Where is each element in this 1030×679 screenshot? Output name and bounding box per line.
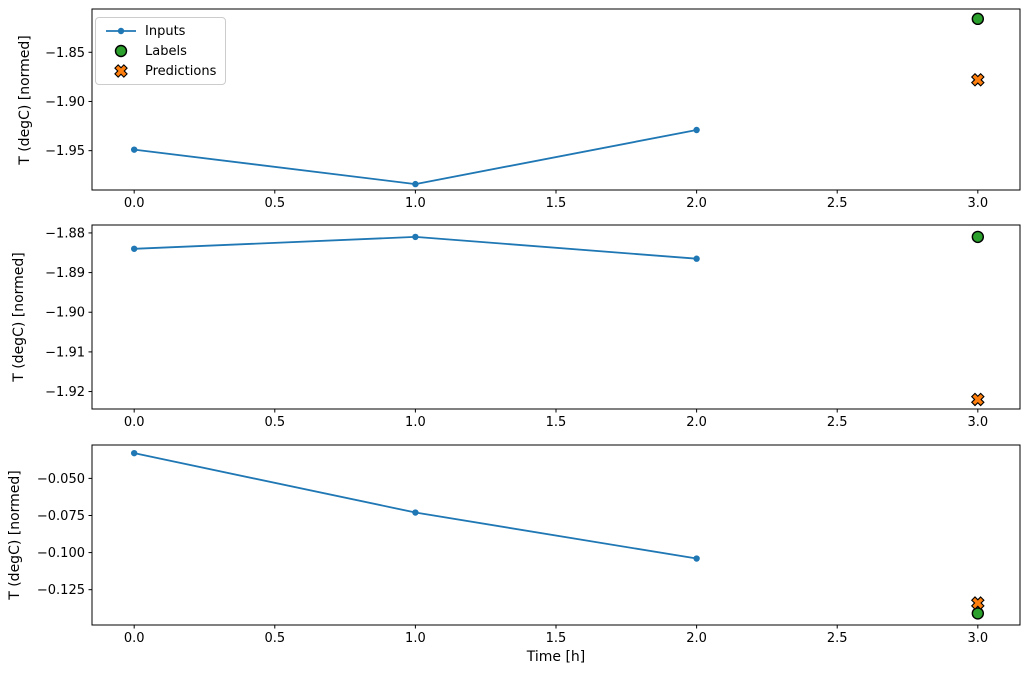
x-tick-label: 3.0	[967, 415, 988, 430]
x-tick-label: 1.0	[405, 631, 426, 646]
y-tick-label: −0.100	[37, 546, 85, 561]
x-tick-label: 1.0	[405, 196, 426, 211]
x-axis-label: Time [h]	[526, 649, 586, 665]
legend-item-inputs: Inputs	[104, 22, 217, 40]
label-point-marker	[971, 607, 985, 620]
y-tick-label: −1.90	[45, 95, 85, 110]
x-tick-label: 2.5	[827, 415, 848, 430]
line-dot-icon	[106, 27, 136, 35]
x-tick-label: 3.0	[967, 196, 988, 211]
y-tick-label: −0.125	[37, 583, 85, 598]
y-axis-label-panel-1: T (degC) [normed]	[17, 35, 33, 165]
inputs-line	[133, 235, 698, 260]
label-point-marker	[971, 12, 985, 26]
x-tick-label: 2.0	[686, 415, 707, 430]
inputs-line	[133, 129, 698, 185]
x-tick-label: 0.5	[264, 631, 285, 646]
y-tick-label: −1.95	[45, 144, 85, 159]
legend-label-inputs: Inputs	[145, 23, 186, 39]
x-tick-label: 2.5	[827, 196, 848, 211]
x-tick-label: 1.5	[546, 415, 567, 430]
label-point-marker	[971, 230, 985, 244]
legend-label-labels: Labels	[145, 43, 187, 59]
y-tick-label: −1.91	[45, 345, 85, 360]
y-tick-label: −0.050	[37, 472, 85, 487]
line-point-marker	[412, 233, 419, 241]
x-tick-label: 1.5	[546, 196, 567, 211]
x-tick-label: 3.0	[967, 631, 988, 646]
line-point-marker	[693, 126, 700, 134]
y-tick-label: −1.88	[45, 226, 85, 241]
x-tick-label: 1.0	[405, 415, 426, 430]
legend-label-predictions: Predictions	[145, 63, 217, 79]
axes-frame	[91, 224, 1021, 410]
prediction-point-marker	[970, 72, 985, 87]
y-tick-label: −1.92	[45, 385, 85, 400]
prediction-point-marker	[114, 64, 128, 78]
x-tick-label: 0.0	[124, 631, 145, 646]
legend: Inputs Labels Predictions	[95, 17, 226, 85]
circle-marker-icon	[114, 44, 128, 58]
line-point-marker	[693, 555, 700, 562]
line-point-marker	[412, 180, 419, 188]
line-point-marker	[130, 449, 138, 457]
x-tick-label: 1.5	[546, 631, 567, 646]
x-tick-label: 0.0	[124, 415, 145, 430]
inputs-line	[133, 452, 698, 560]
prediction-point-marker	[970, 596, 985, 610]
x-tick-label: 2.5	[827, 631, 848, 646]
line-point-marker	[130, 146, 138, 153]
line-point-marker	[693, 255, 700, 262]
x-tick-label: 0.5	[264, 415, 285, 430]
y-tick-label: −1.90	[45, 306, 85, 321]
x-tick-label: 0.0	[124, 196, 145, 211]
label-point-marker	[114, 44, 128, 58]
panel-2: 0.0 0.5 1.0 1.5 2.0 2.5 3.0 −1.88 −1.89 −1.90 −1.9…	[45, 224, 1021, 430]
y-tick-label: −0.075	[37, 509, 85, 524]
line-point-marker	[117, 27, 125, 35]
y-tick-label: −1.85	[45, 46, 85, 61]
y-axis-label-panel-2: T (degC) [normed]	[11, 252, 27, 382]
line-point-marker	[412, 509, 419, 516]
prediction-point-marker	[970, 392, 985, 407]
panel-3: 0.0 0.5 1.0 1.5 2.0 2.5 3.0 −0.050 −0.075 −0.100 −…	[37, 444, 1021, 646]
legend-item-labels: Labels	[104, 42, 217, 60]
y-axis-label-panel-3: T (degC) [normed]	[7, 470, 23, 600]
x-tick-label: 2.0	[686, 196, 707, 211]
x-tick-label: 0.5	[264, 196, 285, 211]
axes-frame	[91, 8, 1021, 191]
legend-item-predictions: Predictions	[104, 62, 217, 80]
panel-1: 0.0 0.5 1.0 1.5 2.0 2.5 3.0 −1.85 −1.90 −1.95	[45, 8, 1021, 211]
x-tick-label: 2.0	[686, 631, 707, 646]
x-marker-icon	[114, 64, 128, 78]
y-tick-label: −1.89	[45, 266, 85, 281]
line-point-marker	[130, 245, 138, 252]
